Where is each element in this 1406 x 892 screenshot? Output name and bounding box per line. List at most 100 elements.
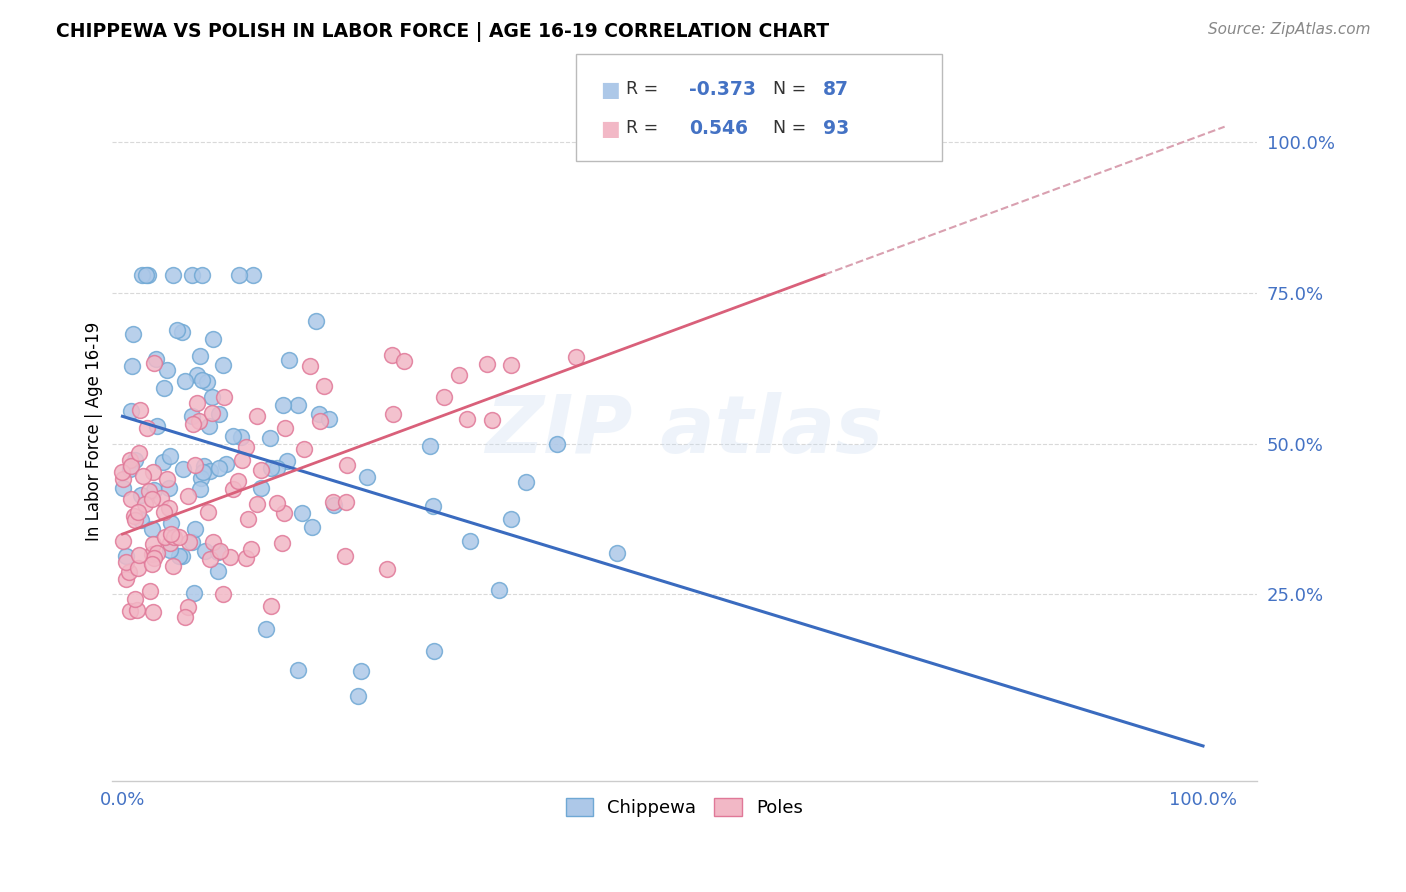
Point (271, 535, 294, 549)
Point (142, 605, 165, 619)
Text: N =: N = (762, 80, 811, 98)
Text: N =: N = (762, 119, 811, 136)
Point (167, 530, 190, 544)
Point (333, 549, 356, 564)
Point (141, 547, 163, 561)
Point (201, 406, 224, 420)
Point (392, 354, 415, 368)
Point (259, 431, 281, 445)
Point (195, 375, 218, 389)
Point (180, 535, 202, 549)
Point (200, 551, 222, 566)
Point (606, 546, 628, 560)
Point (186, 368, 208, 383)
Point (235, 440, 257, 454)
Point (211, 358, 233, 372)
Point (226, 475, 249, 489)
Point (145, 351, 167, 366)
Point (172, 461, 194, 475)
Point (118, 461, 141, 475)
Point (177, 600, 200, 615)
Point (335, 495, 357, 509)
Text: Source: ZipAtlas.com: Source: ZipAtlas.com (1208, 22, 1371, 37)
Point (143, 356, 166, 370)
Point (128, 445, 150, 459)
Point (190, 349, 212, 363)
Point (458, 534, 481, 549)
Point (260, 461, 283, 475)
Point (273, 506, 295, 520)
Text: R =: R = (626, 119, 664, 136)
Point (208, 460, 231, 475)
Point (162, 268, 184, 282)
Text: ZIP atlas: ZIP atlas (485, 392, 883, 470)
Point (111, 481, 134, 495)
Point (160, 516, 183, 530)
Point (194, 543, 217, 558)
Point (183, 585, 205, 599)
Point (184, 458, 207, 472)
Point (173, 609, 195, 624)
Point (276, 453, 298, 467)
Point (157, 481, 180, 495)
Point (481, 413, 503, 427)
Point (132, 468, 155, 483)
Point (546, 436, 568, 450)
Point (291, 506, 314, 520)
Point (131, 268, 153, 282)
Point (375, 562, 398, 576)
Point (250, 481, 273, 495)
Point (212, 390, 235, 404)
Point (318, 412, 340, 426)
Point (501, 512, 523, 526)
Point (309, 414, 332, 428)
Point (181, 417, 204, 432)
Point (127, 505, 149, 519)
Point (211, 587, 233, 601)
Point (249, 463, 271, 477)
Point (138, 483, 160, 498)
Point (299, 359, 322, 374)
Point (135, 268, 157, 282)
Point (266, 461, 288, 475)
Point (121, 327, 143, 342)
Point (124, 513, 146, 527)
Point (120, 403, 142, 417)
Text: CHIPPEWA VS POLISH IN LABOR FORCE | AGE 16-19 CORRELATION CHART: CHIPPEWA VS POLISH IN LABOR FORCE | AGE … (56, 22, 830, 42)
Point (501, 359, 523, 373)
Point (142, 537, 165, 551)
Point (382, 407, 405, 421)
Point (149, 491, 172, 505)
Point (122, 508, 145, 523)
Point (278, 352, 301, 367)
Point (186, 396, 208, 410)
Text: ■: ■ (600, 119, 620, 138)
Point (124, 453, 146, 467)
Point (136, 268, 159, 282)
Point (447, 368, 470, 383)
Y-axis label: In Labor Force | Age 16-19: In Labor Force | Age 16-19 (86, 322, 103, 541)
Point (183, 522, 205, 536)
Text: 87: 87 (823, 80, 848, 99)
Point (433, 390, 456, 404)
Point (170, 549, 193, 563)
Point (475, 357, 498, 371)
Point (322, 495, 344, 509)
Point (190, 471, 212, 485)
Text: -0.373: -0.373 (689, 80, 756, 99)
Point (141, 491, 163, 506)
Point (287, 663, 309, 677)
Point (118, 452, 141, 467)
Point (115, 572, 138, 586)
Point (287, 398, 309, 412)
Point (242, 268, 264, 282)
Point (153, 505, 176, 519)
Point (127, 603, 149, 617)
Point (336, 458, 359, 473)
Point (231, 430, 253, 444)
Point (266, 496, 288, 510)
Point (177, 535, 200, 549)
Legend: Chippewa, Poles: Chippewa, Poles (558, 790, 810, 824)
Point (156, 472, 179, 486)
Point (115, 555, 138, 569)
